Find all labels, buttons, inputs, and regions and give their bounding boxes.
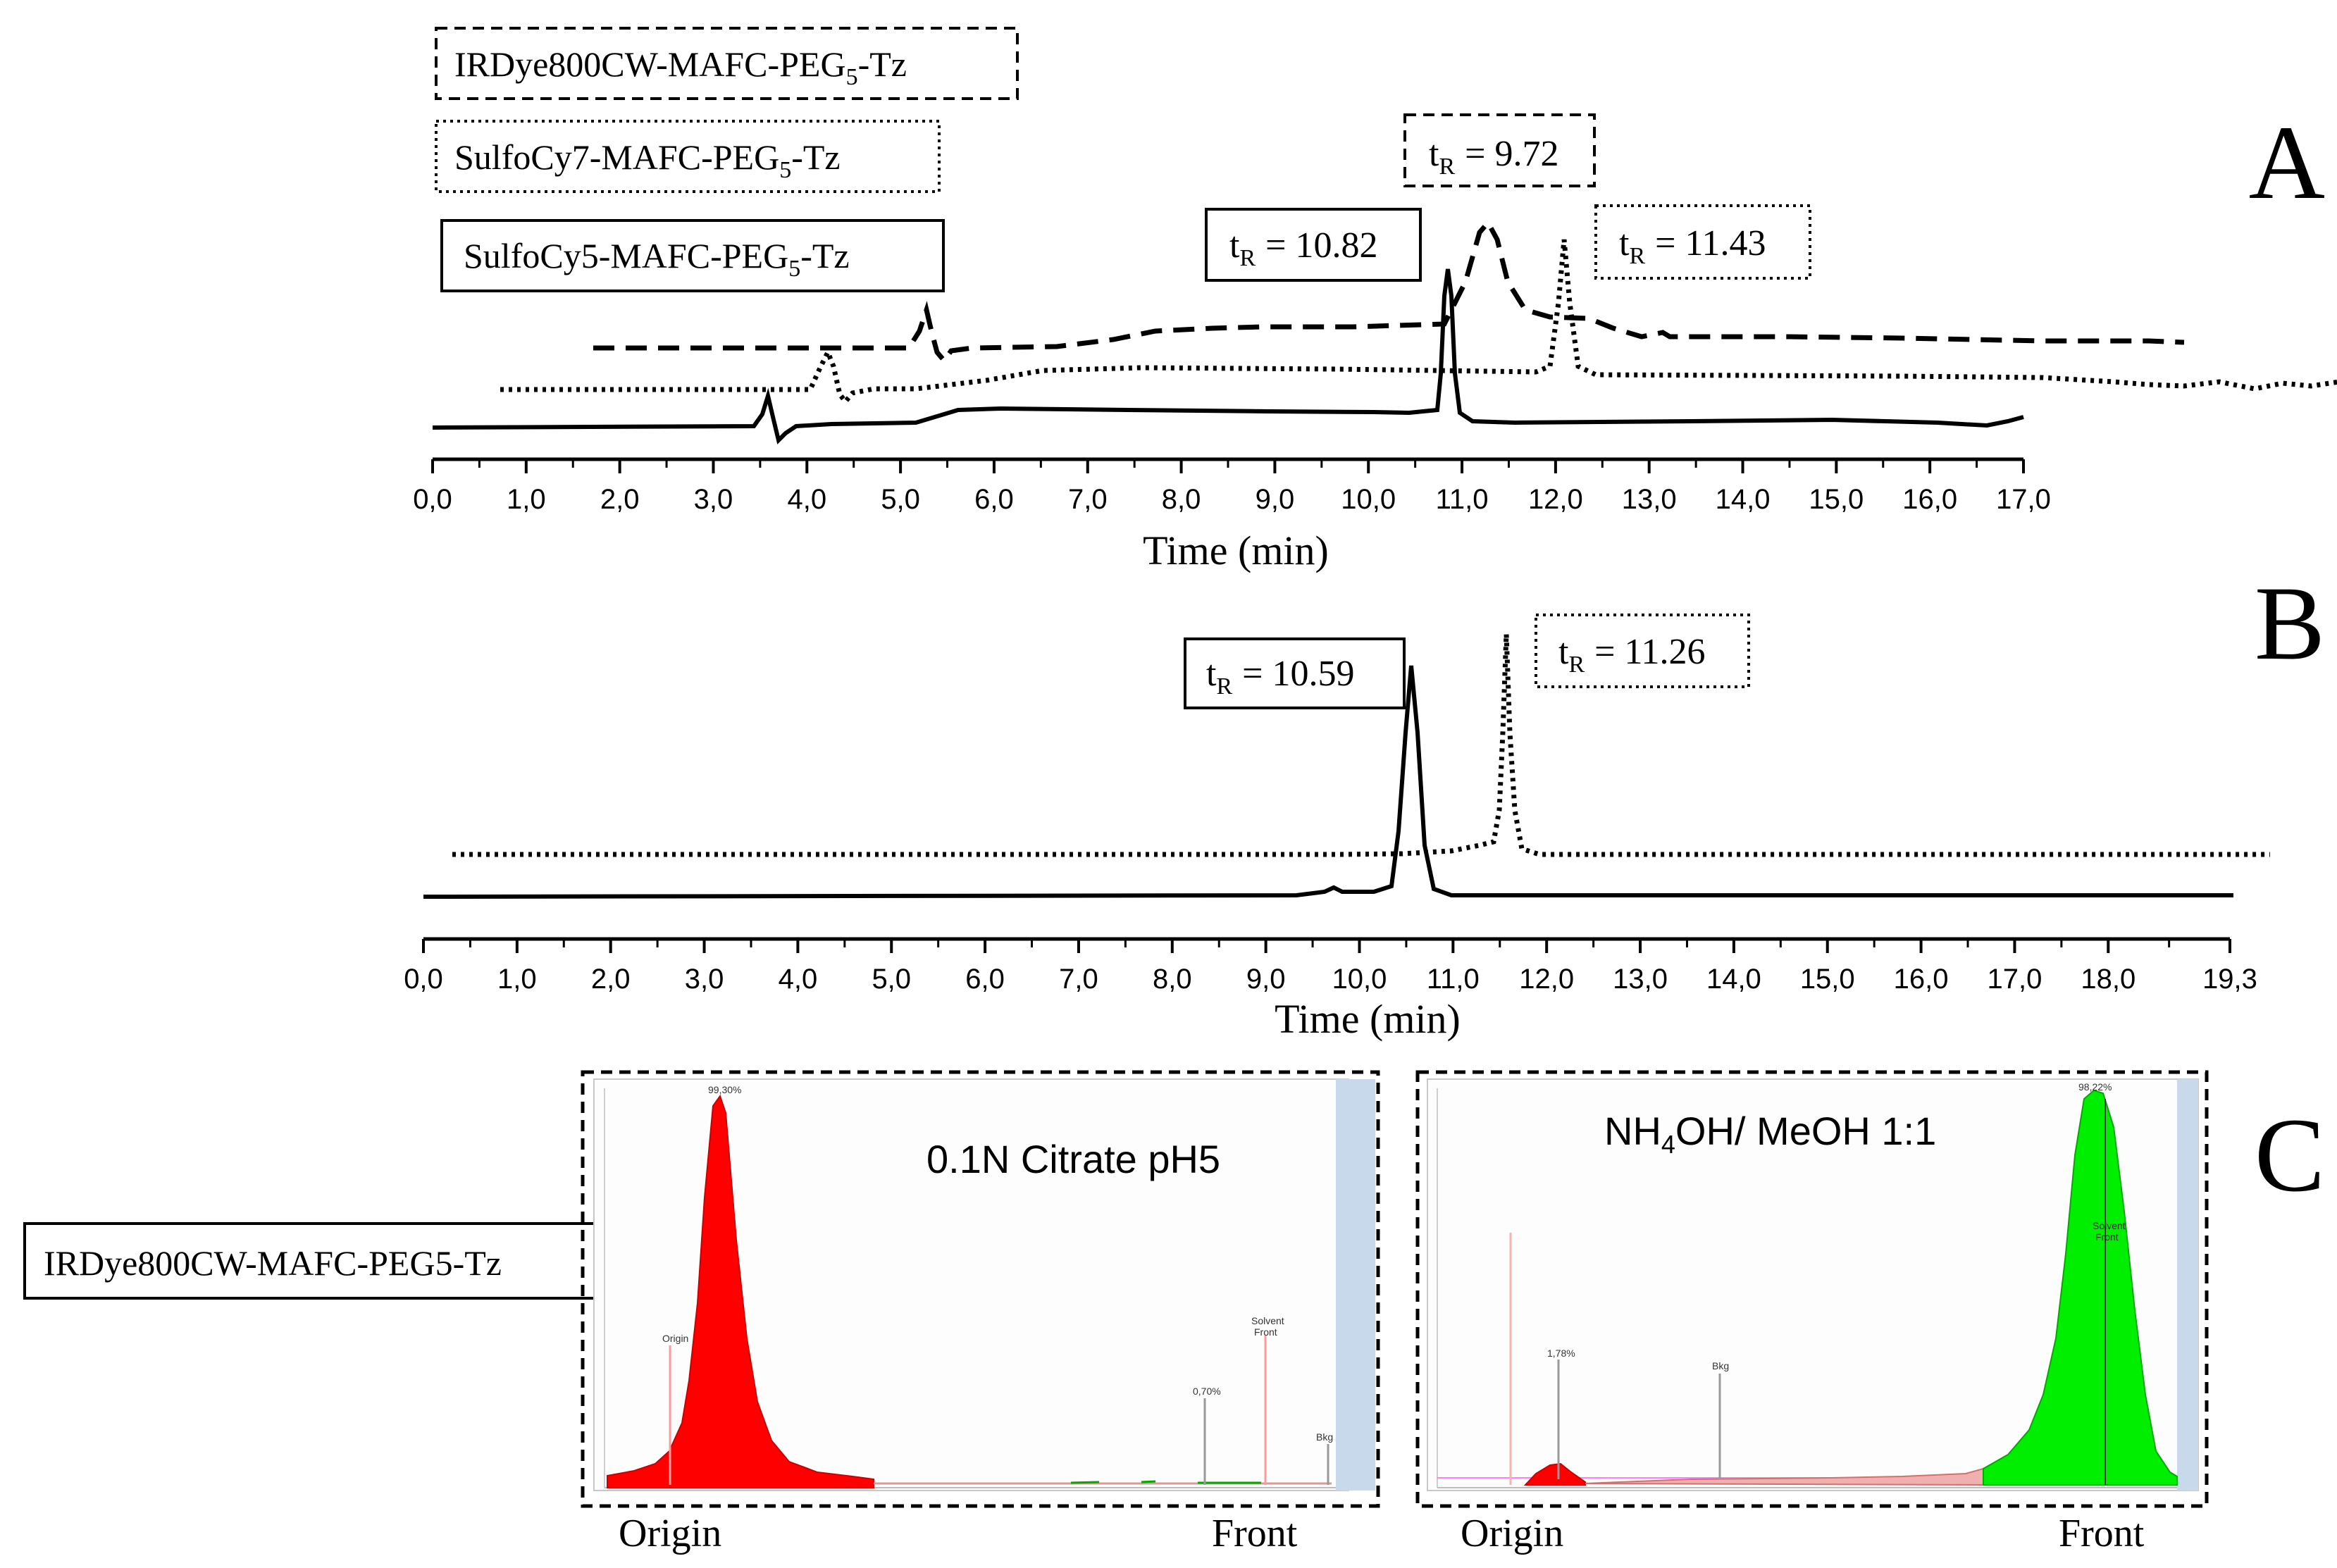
minor-peak-right-percent: 1,78% xyxy=(1547,1348,1575,1359)
sample-label: IRDye800CW-MAFC-PEG5-Tz xyxy=(44,1243,502,1283)
axis-b-tick-label: 7,0 xyxy=(1059,964,1098,995)
axis-b-tick-label: 19,3 xyxy=(2202,964,2257,995)
axis-b-tick-label: 18,0 xyxy=(2081,964,2135,995)
trace-b-dotted xyxy=(452,633,2270,857)
legend-box-solid xyxy=(440,219,945,292)
tr-label-irdye: tR = 9.72 xyxy=(1429,134,1558,180)
tlc-front-right: Front xyxy=(2059,1512,2145,1555)
trace-a-sulfocy5 xyxy=(432,268,2024,444)
tlc-baseline-green-left xyxy=(1070,1480,1261,1484)
axis-a-tick-label: 4,0 xyxy=(787,484,826,515)
tr-label-sulfocy7: tR = 11.43 xyxy=(1619,223,1766,269)
axis-b-tick-label: 10,0 xyxy=(1332,964,1387,995)
tlc-front-shade-left xyxy=(1336,1079,1375,1491)
axis-b-tick-label: 0,0 xyxy=(404,964,443,995)
tlc-plot-citrate: Origin 99,30% 0,70% Solvent Front Bkg 0.… xyxy=(581,1070,1380,1555)
tr-box-b-solid xyxy=(1184,637,1406,709)
tr-box-b-dotted xyxy=(1535,614,1750,688)
front-marker-left-label-2: Front xyxy=(1254,1326,1277,1338)
axis-b-tick-label: 4,0 xyxy=(779,964,818,995)
axis-b-tick-label: 9,0 xyxy=(1246,964,1286,995)
axis-b-tick-label: 2,0 xyxy=(591,964,631,995)
axis-a-tick-label: 2,0 xyxy=(600,484,640,515)
axis-a-tick-label: 10,0 xyxy=(1341,484,1396,515)
axis-b-tick-label: 17,0 xyxy=(1988,964,2042,995)
front-marker-left-label-1: Solvent xyxy=(1251,1315,1284,1326)
minor-peak-left-percent: 0,70% xyxy=(1193,1386,1221,1397)
axis-a: 0,0 1,0 2,0 3,0 4,0 5,0 6,0 7,0 8,0 9,0 10,0 11,0 12… xyxy=(413,457,2051,515)
axis-b-tick-label: 6,0 xyxy=(965,964,1005,995)
axis-a-tick-label: 17,0 xyxy=(1996,484,2051,515)
tlc-frame-right xyxy=(1415,1070,2209,1508)
panel-label-b: B xyxy=(2255,565,2325,682)
axis-a-tick-label: 3,0 xyxy=(694,484,733,515)
tlc-origin-right: Origin xyxy=(1461,1512,1563,1555)
front-marker-right-label-1: Solvent xyxy=(2093,1220,2126,1231)
legend-label-irdye: IRDye800CW-MAFC-PEG5-Tz xyxy=(454,44,907,90)
axis-b-tick-label: 12,0 xyxy=(1519,964,1574,995)
trace-b-solid xyxy=(423,665,2233,899)
axis-a-tick-label: 14,0 xyxy=(1716,484,1771,515)
axis-b-tick-label: 13,0 xyxy=(1613,964,1668,995)
axis-b-title: Time (min) xyxy=(1275,996,1461,1042)
axis-a-tick-label: 15,0 xyxy=(1809,484,1864,515)
axis-a-tick-label: 0,0 xyxy=(413,484,452,515)
axis-a-tick-label: 16,0 xyxy=(1902,484,1957,515)
panel-label-a: A xyxy=(2249,104,2325,221)
tlc-front-left: Front xyxy=(1212,1512,1298,1555)
front-marker-right-label-2: Front xyxy=(2095,1231,2119,1243)
tlc-frame-left xyxy=(581,1070,1380,1508)
axis-a-tick-label: 5,0 xyxy=(881,484,920,515)
tr-box-sulfocy7 xyxy=(1594,204,1811,280)
tlc-peak-left-percent: 99,30% xyxy=(708,1084,741,1095)
axis-b-tick-label: 14,0 xyxy=(1706,964,1761,995)
axis-a-tick-label: 12,0 xyxy=(1528,484,1583,515)
axis-b-tick-label: 16,0 xyxy=(1894,964,1949,995)
legend-box-dashed xyxy=(435,27,1019,100)
panel-b: tR = 10.59 tR = 11.26 0,0 1,0 2,0 3,0 4,0 5,0 6,… xyxy=(404,565,2325,1042)
tlc-minor-peak-right xyxy=(1523,1462,1586,1486)
origin-marker-left-label: Origin xyxy=(662,1333,688,1344)
tlc-solvent-left: 0.1N Citrate pH5 xyxy=(926,1137,1220,1181)
bkg-marker-left-label: Bkg xyxy=(1316,1431,1333,1443)
axis-a-tick-label: 8,0 xyxy=(1162,484,1201,515)
axis-a-title: Time (min) xyxy=(1143,528,1329,573)
axis-b-tick-label: 8,0 xyxy=(1153,964,1192,995)
tr-box-sulfocy5 xyxy=(1205,208,1422,282)
axis-a-tick-label: 7,0 xyxy=(1068,484,1108,515)
axis-b: 0,0 1,0 2,0 3,0 4,0 5,0 6,0 7,0 8,0 9,0 10,0 11,0 12… xyxy=(404,937,2257,995)
tlc-front-shade-right xyxy=(2177,1079,2198,1491)
tr-label-b-dotted: tR = 11.26 xyxy=(1558,632,1706,678)
axis-b-tick-label: 1,0 xyxy=(497,964,537,995)
axis-a-tick-label: 6,0 xyxy=(974,484,1014,515)
axis-b-tick-label: 15,0 xyxy=(1800,964,1855,995)
axis-b-tick-label: 3,0 xyxy=(685,964,724,995)
axis-b-tick-label: 11,0 xyxy=(1427,964,1480,995)
panel-a: IRDye800CW-MAFC-PEG5-Tz SulfoCy7-MAFC-PE… xyxy=(413,27,2337,573)
axis-b-tick-label: 5,0 xyxy=(872,964,911,995)
tr-box-irdye xyxy=(1403,113,1596,187)
tlc-peak-left xyxy=(607,1094,874,1488)
tr-label-b-solid: tR = 10.59 xyxy=(1206,654,1354,699)
tlc-peak-right xyxy=(1983,1089,2178,1486)
tlc-plot-nh4oh: 1,78% Bkg Solvent Front 98,22% NH4OH/ Me… xyxy=(1415,1070,2209,1555)
legend-label-sulfocy5: SulfoCy5-MAFC-PEG5-Tz xyxy=(464,236,850,282)
bkg-marker-right-label: Bkg xyxy=(1712,1360,1729,1371)
legend-box-dotted xyxy=(435,120,941,193)
tlc-solvent-right: NH4OH/ MeOH 1:1 xyxy=(1604,1109,1936,1159)
legend-label-sulfocy7: SulfoCy7-MAFC-PEG5-Tz xyxy=(454,137,841,183)
trace-a-irdye xyxy=(593,218,2185,365)
tr-label-sulfocy5: tR = 10.82 xyxy=(1229,225,1377,271)
tlc-peak-right-percent: 98,22% xyxy=(2078,1081,2112,1093)
axis-a-tick-label: 1,0 xyxy=(507,484,546,515)
axis-a-tick-label: 11,0 xyxy=(1436,484,1489,515)
panel-c: C IRDye800CW-MAFC-PEG5-Tz Origin 99,30% … xyxy=(23,1070,2325,1555)
axis-a-tick-label: 9,0 xyxy=(1256,484,1295,515)
axis-a-tick-label: 13,0 xyxy=(1622,484,1677,515)
tlc-origin-left: Origin xyxy=(619,1512,721,1555)
panel-label-c: C xyxy=(2255,1097,2325,1214)
